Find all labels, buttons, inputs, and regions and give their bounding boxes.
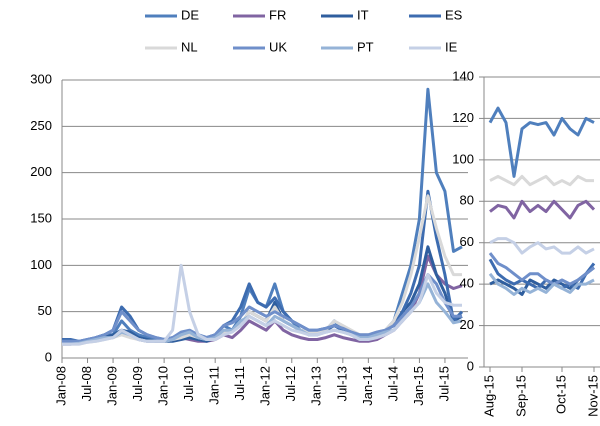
x-tick-label: Jan-13 xyxy=(309,366,324,406)
y-tick-label: 100 xyxy=(30,257,52,272)
x-tick-label: Jul-15 xyxy=(436,366,451,401)
x-tick-label: Jul-13 xyxy=(334,366,349,401)
legend-label: UK xyxy=(269,39,287,54)
y-tick-label: 20 xyxy=(460,317,474,332)
x-tick-label: Jan-11 xyxy=(207,366,222,405)
x-tick-label: Jul-12 xyxy=(283,366,298,401)
x-tick-label: Jan-12 xyxy=(258,366,273,406)
y-tick-label: 80 xyxy=(460,193,474,208)
x-tick-label: Jan-09 xyxy=(104,366,119,406)
legend-label: NL xyxy=(181,39,198,54)
plot-lines xyxy=(61,87,464,346)
y-tick-label: 50 xyxy=(38,303,52,318)
x-tick-label: Jul-08 xyxy=(79,366,94,401)
x-tick-label: Jul-10 xyxy=(181,366,196,401)
series-line xyxy=(488,272,595,296)
x-tick-label: Jan-14 xyxy=(360,366,375,406)
y-tick-label: 0 xyxy=(467,358,474,373)
series-line xyxy=(62,263,462,346)
series-line xyxy=(62,194,462,346)
x-tick-label: Jan-08 xyxy=(53,366,68,406)
series-line xyxy=(489,237,595,255)
y-tick-label: 100 xyxy=(452,151,474,166)
y-tick-label: 250 xyxy=(30,118,52,133)
legend-label: ES xyxy=(445,7,463,22)
y-tick-label: 120 xyxy=(452,110,474,125)
x-tick-label: Jul-11 xyxy=(232,366,247,400)
legend-label: PT xyxy=(357,39,374,54)
series-line xyxy=(489,174,594,187)
y-tick-label: 60 xyxy=(460,234,474,249)
y-tick-label: 150 xyxy=(30,210,52,225)
x-tick-label: Nov-15 xyxy=(585,375,600,417)
x-tick-label: Jan-15 xyxy=(411,366,426,406)
series-line xyxy=(488,106,595,178)
legend-label: IE xyxy=(445,39,458,54)
plot-lines xyxy=(488,106,596,296)
x-tick-label: Oct-15 xyxy=(553,375,568,414)
legend-label: IT xyxy=(357,7,369,22)
x-tick-label: Jul-09 xyxy=(130,366,145,401)
legend-label: FR xyxy=(269,7,286,22)
y-tick-label: 40 xyxy=(460,276,474,291)
series-line xyxy=(62,273,462,343)
x-tick-label: Jan-10 xyxy=(156,366,171,406)
x-tick-label: Aug-15 xyxy=(481,375,496,417)
legend-label: DE xyxy=(181,7,199,22)
y-tick-label: 0 xyxy=(45,349,52,364)
y-tick-label: 140 xyxy=(452,68,474,83)
series-line xyxy=(489,199,596,220)
series-line xyxy=(488,252,595,286)
y-tick-label: 200 xyxy=(30,164,52,179)
x-tick-label: Sep-15 xyxy=(513,375,528,417)
x-tick-label: Jul-14 xyxy=(385,366,400,401)
y-tick-label: 300 xyxy=(30,71,52,86)
